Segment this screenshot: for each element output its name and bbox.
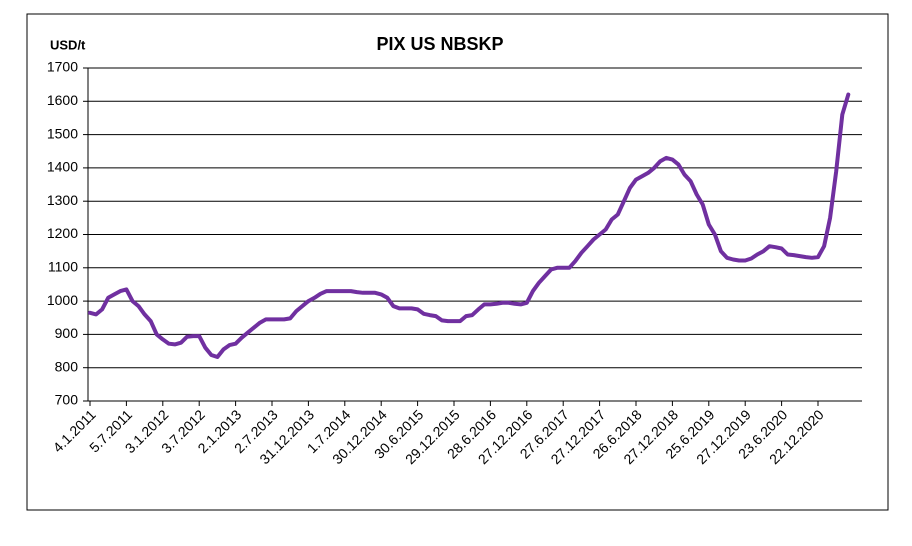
y-tick-label: 1500 <box>47 125 78 141</box>
y-tick-label: 1400 <box>47 159 78 175</box>
y-tick-label: 1200 <box>47 225 78 241</box>
y-tick-label: 1600 <box>47 92 78 108</box>
y-tick-label: 1300 <box>47 192 78 208</box>
y-axis-label: USD/t <box>50 37 86 52</box>
y-tick-label: 700 <box>55 392 79 408</box>
y-tick-label: 1100 <box>48 259 78 275</box>
y-tick-label: 800 <box>55 358 79 374</box>
y-tick-label: 1000 <box>47 292 78 308</box>
data-line <box>88 92 851 359</box>
chart-title: PIX US NBSKP <box>376 34 503 54</box>
y-tick-label: 1700 <box>47 59 78 75</box>
y-tick-label: 900 <box>55 325 79 341</box>
